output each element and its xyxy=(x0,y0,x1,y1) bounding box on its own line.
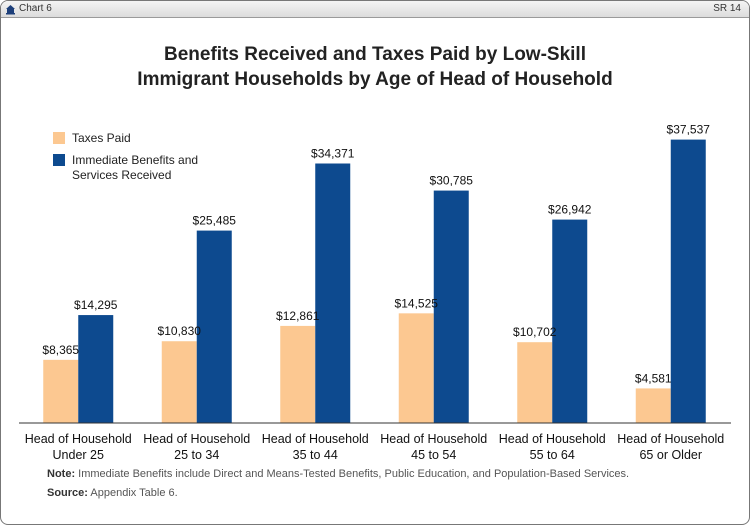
category-label-3: Head of Household 45 to 54 xyxy=(380,432,487,462)
legend-swatch-benefits-received xyxy=(53,154,65,166)
bar-taxes-paid-0 xyxy=(43,359,79,423)
data-label-taxes-paid-5: $4,581 xyxy=(635,371,672,385)
bar-benefits-received-2 xyxy=(315,163,351,423)
source-label: Source: xyxy=(47,487,88,499)
bar-labels-group: $8,365 $14,295 $10,830 $25,485 $12,861 $34,37… xyxy=(42,123,710,386)
category-label-1-line-1: Head of Household xyxy=(143,432,250,446)
data-label-benefits-received-1: $25,485 xyxy=(193,214,237,228)
category-label-4: Head of Household 55 to 64 xyxy=(499,432,606,462)
report-id: SR 14 xyxy=(713,3,741,14)
data-label-taxes-paid-2: $12,861 xyxy=(276,309,320,323)
chart-header-bar: Chart 6 SR 14 xyxy=(1,1,749,18)
note-text: Immediate Benefits include Direct and Me… xyxy=(78,468,630,480)
capitol-logo-icon xyxy=(6,4,15,14)
bar-benefits-received-5 xyxy=(670,139,706,424)
chart-number-text: Chart 6 xyxy=(19,3,52,14)
bar-taxes-paid-1 xyxy=(161,341,197,423)
bar-chart: Benefits Received and Taxes Paid by Low-… xyxy=(19,44,731,462)
bar-benefits-received-4 xyxy=(552,219,588,423)
legend-label-taxes-paid-line-1: Taxes Paid xyxy=(72,131,131,145)
source-text: Appendix Table 6. xyxy=(90,487,178,499)
bar-benefits-received-3 xyxy=(433,190,469,423)
category-label-0: Head of Household Under 25 xyxy=(25,432,132,462)
bar-benefits-received-1 xyxy=(196,230,232,423)
bar-taxes-paid-3 xyxy=(398,313,434,423)
category-label-0-line-1: Head of Household xyxy=(25,432,132,446)
category-label-5-line-1: Head of Household xyxy=(617,432,724,446)
category-label-2-line-2: 35 to 44 xyxy=(293,448,338,462)
category-label-5-line-2: 65 or Older xyxy=(639,448,702,462)
data-label-benefits-received-5: $37,537 xyxy=(667,123,711,137)
category-label-4-line-2: 55 to 64 xyxy=(530,448,575,462)
category-label-4-line-1: Head of Household xyxy=(499,432,606,446)
legend-swatch-taxes-paid xyxy=(53,132,65,144)
bar-taxes-paid-2 xyxy=(280,325,316,423)
data-label-taxes-paid-3: $14,525 xyxy=(395,296,439,310)
note-line: Note: Immediate Benefits include Direct … xyxy=(47,468,629,480)
chart-title-line-1: Benefits Received and Taxes Paid by Low-… xyxy=(164,44,586,65)
source-line: Source: Appendix Table 6. xyxy=(47,487,178,499)
data-label-benefits-received-4: $26,942 xyxy=(548,203,592,217)
data-label-taxes-paid-0: $8,365 xyxy=(42,343,79,357)
category-label-5: Head of Household 65 or Older xyxy=(617,432,724,462)
category-label-1: Head of Household 25 to 34 xyxy=(143,432,250,462)
chart-title-line-2: Immigrant Households by Age of Head of H… xyxy=(137,69,612,90)
data-label-taxes-paid-1: $10,830 xyxy=(158,324,202,338)
data-label-taxes-paid-4: $10,702 xyxy=(513,325,557,339)
category-label-3-line-2: 45 to 54 xyxy=(411,448,456,462)
legend-label-benefits-received-line-2: Services Received xyxy=(72,168,171,182)
data-label-benefits-received-3: $30,785 xyxy=(430,174,474,188)
bar-taxes-paid-5 xyxy=(635,388,671,423)
category-label-1-line-2: 25 to 34 xyxy=(174,448,219,462)
category-label-2: Head of Household 35 to 44 xyxy=(262,432,369,462)
bar-benefits-received-0 xyxy=(78,315,114,423)
data-label-benefits-received-2: $34,371 xyxy=(311,146,355,160)
bars-group xyxy=(43,139,706,424)
note-label: Note: xyxy=(47,468,76,480)
data-label-benefits-received-0: $14,295 xyxy=(74,298,118,312)
category-label-2-line-1: Head of Household xyxy=(262,432,369,446)
category-label-3-line-1: Head of Household xyxy=(380,432,487,446)
legend-label-benefits-received-line-1: Immediate Benefits and xyxy=(72,153,198,167)
category-label-0-line-2: Under 25 xyxy=(53,448,104,462)
legend: Taxes Paid Immediate Benefits andServices… xyxy=(53,131,198,182)
chart-number-label: Chart 6 xyxy=(5,1,52,17)
bar-taxes-paid-4 xyxy=(517,342,553,423)
